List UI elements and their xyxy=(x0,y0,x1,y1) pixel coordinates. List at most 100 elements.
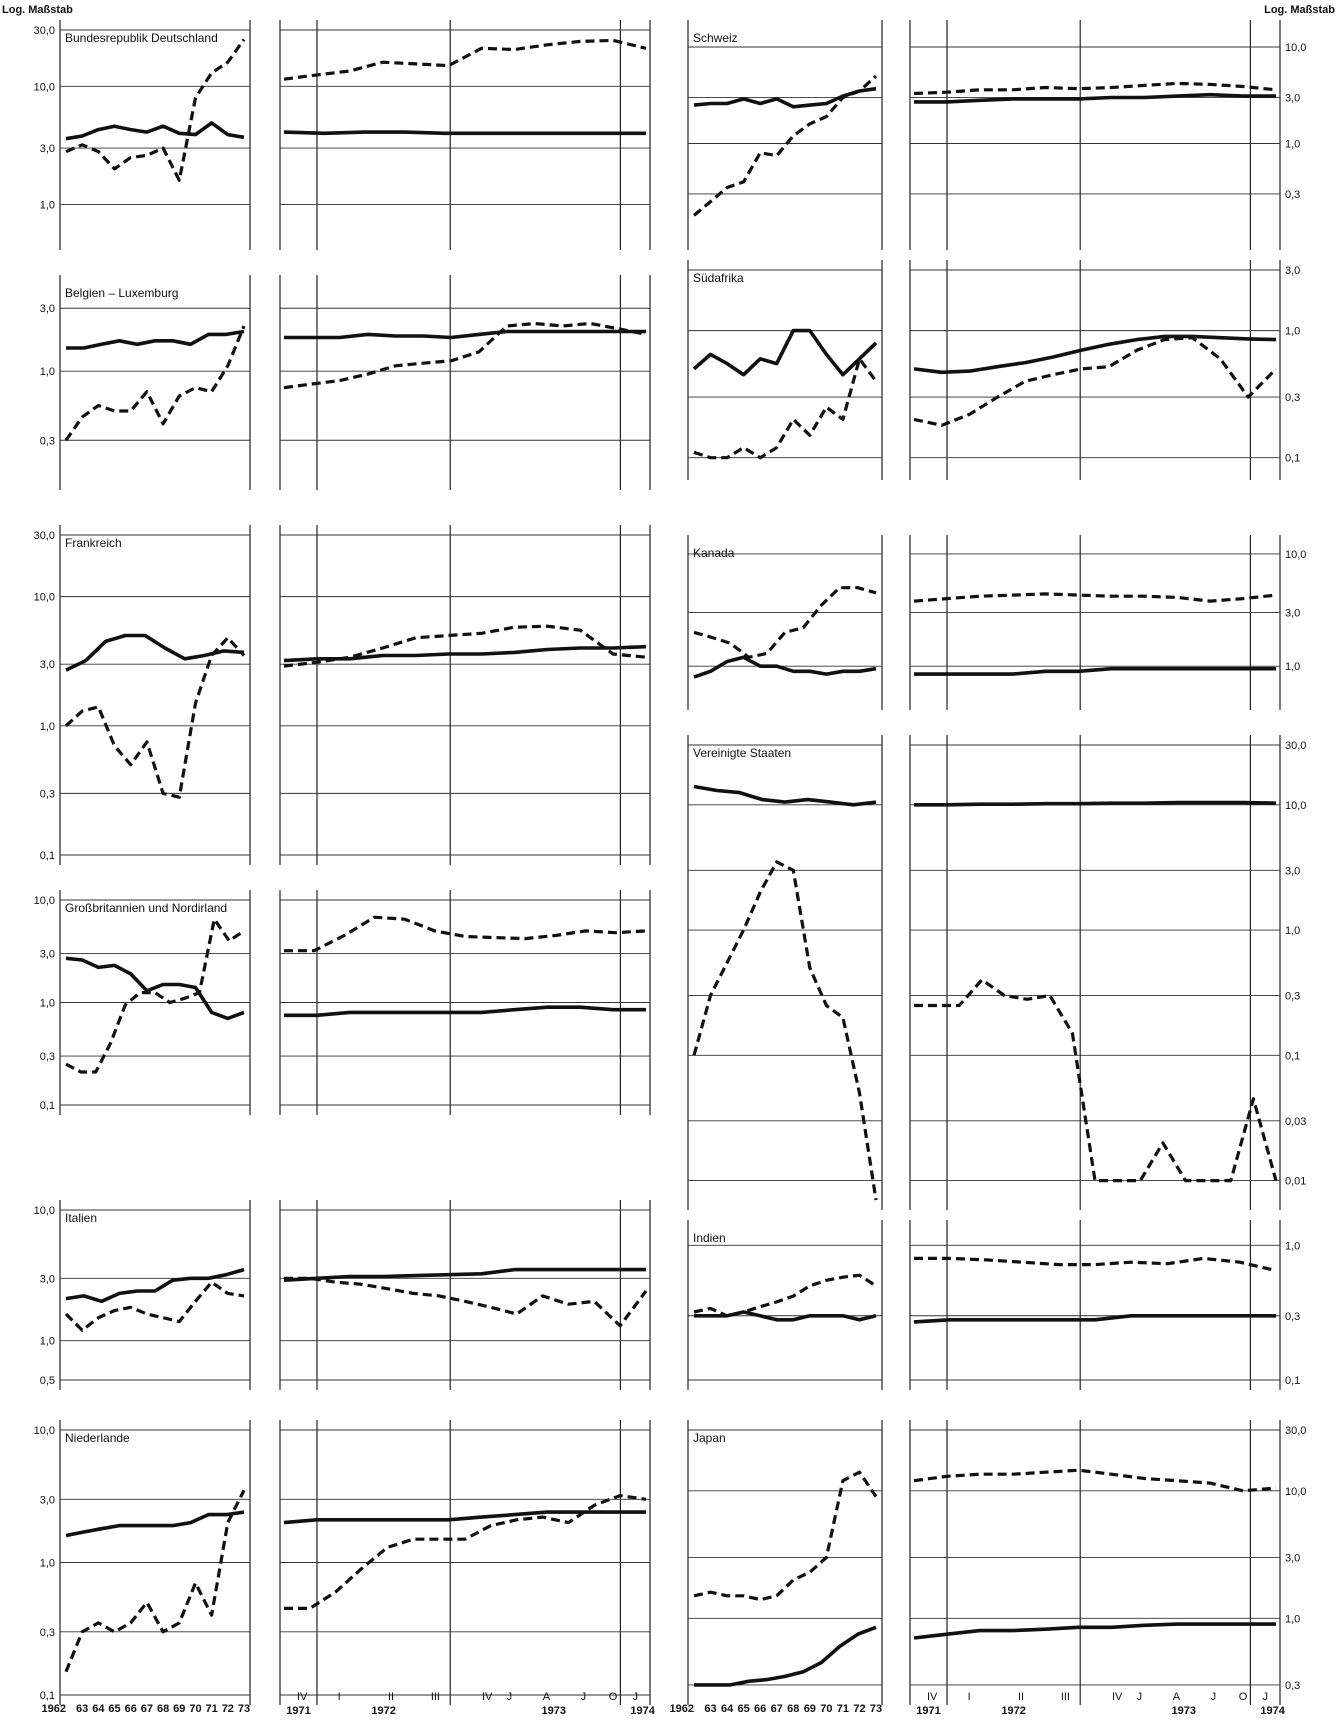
panel-5-tick-label: 0,5 xyxy=(40,1375,55,1387)
panel-11-tick-label: 0,1 xyxy=(1285,1375,1300,1387)
panel-9-monthly-solid-line xyxy=(914,666,1276,676)
panel-8-annual-solid-line xyxy=(692,328,878,377)
panel-11-tick-label: 0,3 xyxy=(1285,1311,1300,1323)
right-monthly-axis-quarter-tick: J xyxy=(1262,1691,1268,1703)
panel-10-tick-label: 0,01 xyxy=(1285,1176,1306,1188)
panel-3-tick-label: 0,3 xyxy=(40,788,55,800)
panel-10-title: Vereinigte Staaten xyxy=(693,746,791,760)
right-monthly-axis-year-label: 1974 xyxy=(1260,1705,1285,1717)
left-annual-axis-tick: 73 xyxy=(238,1703,250,1715)
right-monthly-axis-year-label: 1971 xyxy=(916,1705,940,1717)
panel-1-tick-label: 30,0 xyxy=(34,25,55,37)
panel-7-annual-dashed-line xyxy=(692,74,878,217)
left-monthly-axis-year-label: 1974 xyxy=(630,1705,655,1717)
right-annual-axis-tick: 73 xyxy=(870,1703,882,1715)
panel-10-tick-label: 1,0 xyxy=(1285,925,1300,937)
panel-12-tick-label: 1,0 xyxy=(1285,1613,1300,1625)
panel-4-monthly-dashed-line xyxy=(284,915,647,953)
panel-2-annual-dashed-line xyxy=(64,325,246,442)
panel-6-title: Niederlande xyxy=(65,1431,130,1445)
panel-6-tick-label: 10,0 xyxy=(34,1425,55,1437)
right-monthly-axis-quarter-tick: O xyxy=(1239,1691,1248,1703)
panel-6-annual-dashed-line xyxy=(64,1489,246,1673)
panel-12-title: Japan xyxy=(693,1431,726,1445)
panel-8-annual-dashed-line xyxy=(693,357,878,460)
panel-4-tick-label: 0,3 xyxy=(40,1051,55,1063)
panel-4-tick-label: 10,0 xyxy=(34,895,55,907)
panel-1-tick-label: 3,0 xyxy=(40,143,55,155)
panel-4-monthly-solid-line xyxy=(284,1005,646,1018)
panel-11-title: Indien xyxy=(693,1231,726,1245)
left-annual-axis-tick: 66 xyxy=(125,1703,137,1715)
panel-9-annual-dashed-line xyxy=(693,586,877,659)
panel-8-title: Südafrika xyxy=(693,271,744,285)
panel-9-annual-solid-line xyxy=(693,655,877,679)
panel-12-tick-label: 10,0 xyxy=(1285,1486,1306,1498)
panel-9-tick-label: 3,0 xyxy=(1285,608,1300,620)
panel-6-tick-label: 3,0 xyxy=(40,1494,55,1506)
panel-12-monthly-solid-line xyxy=(913,1622,1276,1640)
left-annual-axis-tick: 69 xyxy=(173,1703,185,1715)
scale-label-left: Log. Maßstab xyxy=(2,4,73,16)
panel-6-tick-label: 0,3 xyxy=(40,1627,55,1639)
panel-3-title: Frankreich xyxy=(65,536,122,550)
left-annual-axis-tick: 70 xyxy=(189,1703,201,1715)
panel-8-monthly-dashed-line xyxy=(913,336,1278,427)
panel-11-monthly-solid-line xyxy=(913,1314,1276,1324)
right-annual-axis-tick: 72 xyxy=(853,1703,865,1715)
panel-1-title: Bundesrepublik Deutschland xyxy=(65,31,218,45)
left-monthly-axis-quarter-tick: J xyxy=(632,1691,638,1703)
panel-10-tick-label: 30,0 xyxy=(1285,740,1306,752)
left-annual-axis-tick: 1962 xyxy=(42,1703,66,1715)
right-monthly-axis-quarter-tick: I xyxy=(968,1691,971,1703)
panel-2-title: Belgien – Luxemburg xyxy=(65,286,178,300)
right-annual-axis-tick: 66 xyxy=(754,1703,766,1715)
panel-10-monthly-dashed-line xyxy=(914,978,1278,1183)
left-monthly-axis-year-label: 1971 xyxy=(286,1705,310,1717)
panel-11-monthly-dashed-line xyxy=(914,1256,1277,1273)
left-annual-axis-tick: 72 xyxy=(222,1703,234,1715)
right-annual-axis-tick: 64 xyxy=(721,1703,734,1715)
panel-3-annual-dashed-line xyxy=(64,636,246,799)
panel-6-monthly-dashed-line xyxy=(284,1493,647,1611)
left-monthly-axis-quarter-tick: IV xyxy=(482,1691,493,1703)
panel-10-monthly-solid-line xyxy=(914,800,1277,807)
panel-8-monthly-solid-line xyxy=(913,334,1277,375)
panel-10-tick-label: 0,03 xyxy=(1285,1116,1306,1128)
left-monthly-axis-quarter-tick: A xyxy=(543,1691,551,1703)
right-annual-axis-tick: 1962 xyxy=(670,1703,694,1715)
panel-1-monthly-solid-line xyxy=(283,130,646,136)
right-monthly-axis-quarter-tick: J xyxy=(1211,1691,1217,1703)
left-monthly-axis-quarter-tick: I xyxy=(338,1691,341,1703)
panel-7-tick-label: 1,0 xyxy=(1285,138,1300,150)
right-monthly-axis-year-label: 1973 xyxy=(1172,1705,1196,1717)
right-annual-axis-tick: 70 xyxy=(820,1703,832,1715)
panel-2-tick-label: 3,0 xyxy=(40,303,55,315)
panel-10-annual-solid-line xyxy=(693,784,877,807)
left-annual-axis-tick: 68 xyxy=(157,1703,169,1715)
panel-7-tick-label: 0,3 xyxy=(1285,189,1300,201)
panel-2-annual-solid-line xyxy=(66,329,245,350)
left-monthly-axis-quarter-tick: O xyxy=(609,1691,618,1703)
panel-3-annual-solid-line xyxy=(65,633,245,672)
panel-4-tick-label: 3,0 xyxy=(40,949,55,961)
panel-6-tick-label: 0,1 xyxy=(40,1690,55,1702)
panel-7-monthly-solid-line xyxy=(914,92,1276,104)
panel-3-tick-label: 30,0 xyxy=(34,530,55,542)
right-monthly-axis-year-label: 1972 xyxy=(1001,1705,1025,1717)
panel-12-monthly-dashed-line xyxy=(913,1468,1277,1493)
right-annual-axis-tick: 71 xyxy=(837,1703,849,1715)
panel-12-annual-solid-line xyxy=(694,1625,877,1687)
panel-3-tick-label: 10,0 xyxy=(34,592,55,604)
right-monthly-axis-quarter-tick: A xyxy=(1173,1691,1181,1703)
panel-7-tick-label: 3,0 xyxy=(1285,92,1300,104)
panel-10-tick-label: 10,0 xyxy=(1285,800,1306,812)
panel-5-annual-solid-line xyxy=(65,1267,245,1304)
panel-4-annual-dashed-line xyxy=(65,917,245,1074)
panel-8-tick-label: 0,3 xyxy=(1285,392,1300,404)
panel-5-monthly-solid-line xyxy=(283,1267,646,1282)
panel-10-tick-label: 3,0 xyxy=(1285,865,1300,877)
right-annual-axis-tick: 68 xyxy=(787,1703,799,1715)
panel-4-title: Großbritannien und Nordirland xyxy=(65,901,227,915)
